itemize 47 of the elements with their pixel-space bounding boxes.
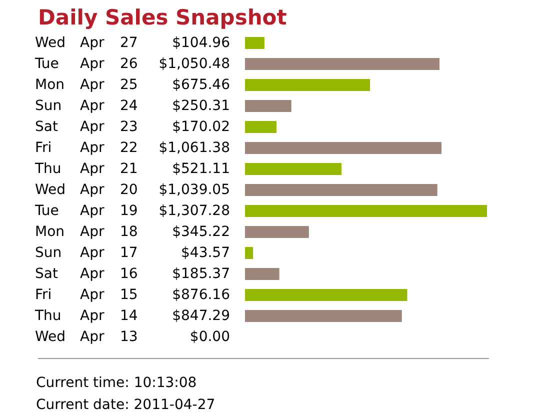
data-label: $43.57 [181, 245, 230, 261]
bar [245, 121, 276, 133]
text: Current date: 2011-04-27 [36, 397, 216, 413]
y-tick-label: Mon Apr 18 [35, 224, 138, 240]
y-tick-label: Wed Apr 27 [35, 35, 138, 51]
data-label: $1,061.38 [158, 140, 230, 156]
category-label: Sun Apr 17 [35, 245, 138, 261]
data-label: $1,307.28 [158, 203, 230, 219]
data-label: $1,050.48 [158, 56, 230, 72]
category-label: Tue Apr 26 [35, 56, 138, 72]
bar [245, 268, 280, 280]
data-label: $521.11 [172, 161, 230, 177]
chart-title: Daily Sales Snapshot [38, 6, 287, 30]
category-label: Sat Apr 23 [35, 119, 138, 135]
bar [245, 58, 440, 70]
data-label: $675.46 [172, 77, 230, 93]
bar [245, 163, 342, 175]
data-label: $0.00 [190, 329, 230, 345]
category-label: Sat Apr 16 [35, 266, 138, 282]
bar [245, 205, 487, 217]
data-label: $104.96 [172, 35, 230, 51]
data-label: $876.16 [172, 287, 230, 303]
bar [245, 37, 264, 49]
data-label: $847.29 [172, 308, 230, 324]
data-label: $250.31 [172, 98, 230, 114]
category-label: Tue Apr 19 [35, 203, 138, 219]
category-label: Fri Apr 22 [35, 140, 138, 156]
y-tick-label: Wed Apr 13 [35, 329, 138, 345]
bar [245, 289, 408, 301]
bar [245, 310, 402, 322]
data-label: $1,039.05 [158, 182, 230, 198]
bar [245, 184, 438, 196]
bar [245, 226, 309, 238]
y-tick-label: Wed Apr 20 [35, 182, 138, 198]
bar [245, 100, 292, 112]
data-label: $170.02 [172, 119, 230, 135]
category-label: Thu Apr 21 [35, 161, 138, 177]
category-label: Fri Apr 15 [35, 287, 138, 303]
data-label: $345.22 [172, 224, 230, 240]
category-label: Sun Apr 24 [35, 98, 138, 114]
text: Current time: 10:13:08 [36, 375, 197, 391]
data-label: $185.37 [172, 266, 230, 282]
y-tick-label: Mon Apr 25 [35, 77, 138, 93]
bar [245, 247, 254, 259]
bar [245, 142, 442, 154]
category-label: Thu Apr 14 [35, 308, 138, 324]
bar [245, 79, 370, 91]
